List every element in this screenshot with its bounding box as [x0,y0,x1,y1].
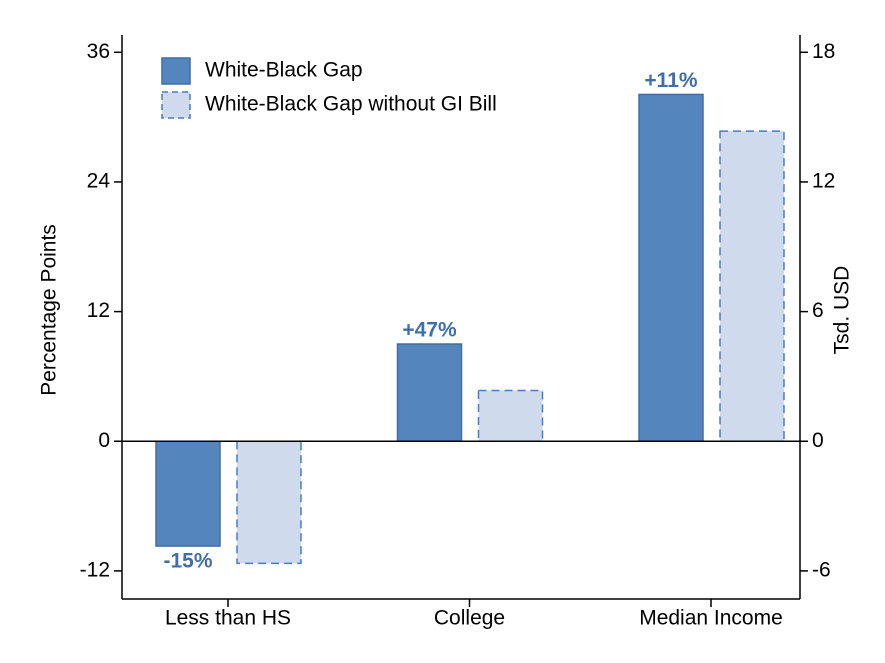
bar [236,440,302,565]
value-label: +47% [402,319,457,342]
y2-axis-label: Tsd. USD [831,266,854,355]
bar [719,130,785,443]
x-tick-label: Less than HS [165,607,291,630]
y2-tick-label: -6 [812,558,831,581]
y-tick-label: 36 [87,40,110,63]
y-tick-label: 24 [87,169,111,192]
y-tick-label: -12 [80,558,110,581]
legend-swatch [161,57,191,85]
bar [396,343,463,443]
bar [155,440,221,547]
x-tick-label: College [434,607,505,630]
value-label: +11% [644,69,697,92]
legend-label: White-Black Gap without GI Bill [205,93,497,116]
y2-tick-label: 18 [812,40,835,63]
value-label: -15% [163,550,212,573]
bar [477,389,544,443]
legend-label: White-Black Gap [205,59,363,82]
y-tick-label: 0 [98,429,110,452]
y2-tick-label: 6 [812,299,824,322]
legend-swatch [161,91,191,119]
x-tick-label: Median Income [639,607,783,630]
bar [638,93,704,443]
y-axis-label: Percentage Points [38,224,61,396]
y2-tick-label: 12 [812,169,835,192]
y2-tick-label: 0 [812,429,824,452]
y-tick-label: 12 [87,299,110,322]
